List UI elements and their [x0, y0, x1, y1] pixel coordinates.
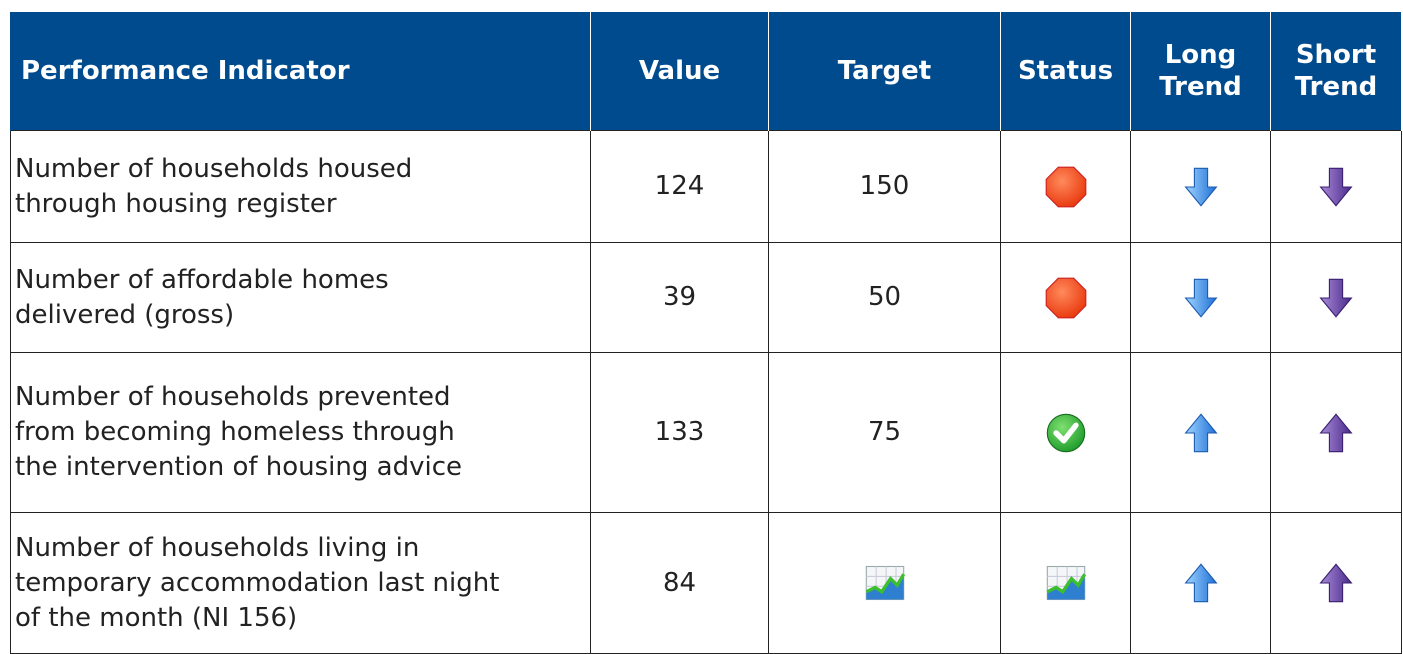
short-trend-cell — [1270, 352, 1402, 513]
value-cell: 124 — [590, 130, 769, 243]
status-icon — [1044, 276, 1088, 320]
line: Number of households prevented — [15, 382, 451, 412]
trend-icon — [1314, 561, 1358, 605]
line: temporary accommodation last night — [15, 567, 500, 598]
row: Number of households living in temporary … — [10, 512, 1402, 654]
status-icon — [1044, 165, 1088, 209]
long-trend-cell — [1130, 352, 1271, 513]
status-cell — [1000, 512, 1131, 654]
line: the intervention of housing advice — [15, 452, 462, 482]
header-cell: Short Trend — [1270, 12, 1402, 131]
value-cell: 39 — [590, 242, 769, 353]
header-cell: Value — [590, 12, 769, 131]
trend-icon — [1314, 411, 1358, 455]
row: Number of affordable homes delivered (gro… — [10, 242, 1402, 353]
header-cell: Target — [768, 12, 1001, 131]
trend-icon — [1179, 276, 1223, 320]
indicator-cell: Number of households housed through housi… — [10, 130, 591, 243]
trend-icon — [1314, 276, 1358, 320]
indicator-cell: Number of affordable homes delivered (gro… — [10, 242, 591, 353]
chart-icon — [863, 561, 907, 605]
target-cell: 150 — [768, 130, 1001, 243]
header-cell: Performance Indicator — [10, 12, 591, 131]
header-line: Trend — [1294, 72, 1378, 102]
status-icon — [1044, 411, 1088, 455]
target-cell — [768, 512, 1001, 654]
line: from becoming homeless through — [15, 417, 455, 447]
line: of the month (NI 156) — [15, 602, 298, 633]
status-cell — [1000, 242, 1131, 353]
short-trend-cell — [1270, 512, 1402, 654]
short-trend-cell — [1270, 130, 1402, 243]
long-trend-cell — [1130, 512, 1271, 654]
header-cell: Long Trend — [1130, 12, 1271, 131]
target-cell: 75 — [768, 352, 1001, 513]
long-trend-cell — [1130, 242, 1271, 353]
trend-icon — [1179, 561, 1223, 605]
chart-icon — [1044, 561, 1088, 605]
line: Number of affordable homes — [15, 264, 389, 295]
line: through housing register — [15, 188, 337, 219]
value-cell: 84 — [590, 512, 769, 654]
status-cell — [1000, 130, 1131, 243]
row: Number of households housed through housi… — [10, 130, 1402, 243]
row: Number of households prevented from becom… — [10, 352, 1402, 513]
line: Number of households living in — [15, 532, 420, 563]
header-line: Long — [1164, 40, 1237, 70]
target-cell: 50 — [768, 242, 1001, 353]
trend-icon — [1179, 165, 1223, 209]
trend-icon — [1314, 165, 1358, 209]
line: Number of households housed — [15, 153, 413, 184]
header-row: Performance Indicator Value Target Statu… — [10, 12, 1402, 131]
trend-icon — [1179, 411, 1223, 455]
header-cell: Status — [1000, 12, 1131, 131]
header-line: Trend — [1159, 72, 1242, 102]
indicator-cell: Number of households prevented from becom… — [10, 352, 591, 513]
indicator-cell: Number of households living in temporary … — [10, 512, 591, 654]
short-trend-cell — [1270, 242, 1402, 353]
long-trend-cell — [1130, 130, 1271, 243]
value-cell: 133 — [590, 352, 769, 513]
header-line: Short — [1295, 40, 1377, 70]
status-cell — [1000, 352, 1131, 513]
line: delivered (gross) — [15, 299, 235, 330]
indicator-table: Performance Indicator Value Target Statu… — [10, 12, 1402, 654]
